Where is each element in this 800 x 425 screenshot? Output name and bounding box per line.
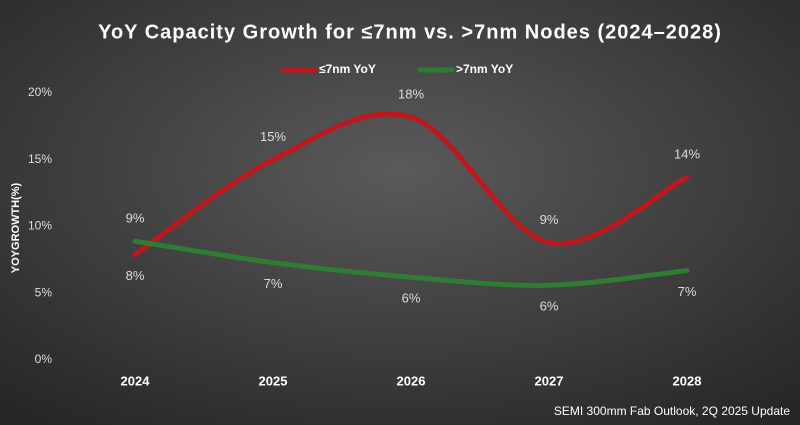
data-label: 9% [540,212,559,227]
x-tick-label: 2027 [535,373,564,388]
data-label: 6% [540,299,559,314]
x-tick-label: 2025 [259,373,288,388]
legend-label: ≤7nm YoY [319,62,376,76]
data-label: 14% [674,147,700,162]
y-tick-label: 20% [28,85,52,99]
y-axis-label: YOYGROWTH(%) [10,182,22,273]
series-line [132,238,690,288]
data-label: 7% [678,284,697,299]
y-tick-label: 0% [35,352,53,366]
y-tick-label: 5% [35,285,53,299]
x-tick-label: 2024 [121,373,151,388]
data-label: 7% [264,276,283,291]
data-label: 18% [398,86,424,101]
data-label: 15% [260,129,286,144]
y-tick-label: 10% [28,219,52,233]
source-note: SEMI 300mm Fab Outlook, 2Q 2025 Update [554,404,790,418]
data-label: 8% [126,268,145,283]
data-label: 9% [126,211,145,226]
series-line [132,111,690,258]
chart-title: YoY Capacity Growth for ≤7nm vs. >7nm No… [98,21,722,43]
y-tick-label: 15% [28,152,52,166]
x-tick-label: 2028 [673,373,702,388]
legend-label: >7nm YoY [456,62,513,76]
x-tick-label: 2026 [397,373,426,388]
data-label: 6% [402,291,421,306]
